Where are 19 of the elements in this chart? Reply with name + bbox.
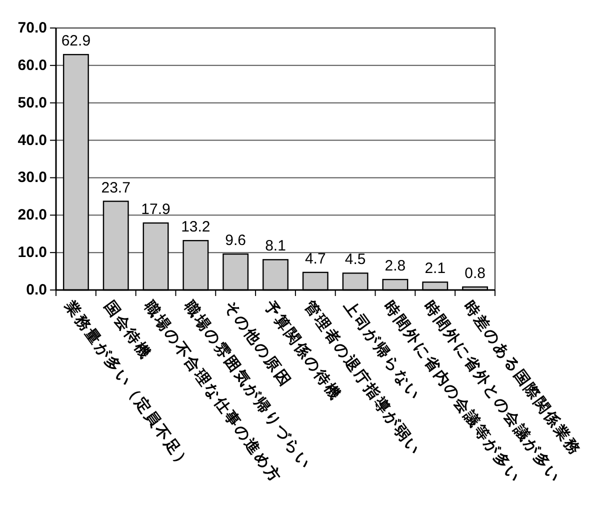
data-label: 0.8 bbox=[464, 265, 486, 282]
data-label: 23.7 bbox=[101, 179, 130, 196]
y-tick-label: 10.0 bbox=[18, 244, 47, 262]
y-tick-label: 40.0 bbox=[18, 132, 47, 149]
data-label: 2.8 bbox=[384, 258, 406, 275]
data-label: 17.9 bbox=[141, 201, 170, 218]
data-label: 13.2 bbox=[181, 218, 210, 236]
data-label: 4.5 bbox=[344, 251, 366, 268]
data-label: 2.1 bbox=[424, 260, 446, 278]
data-label: 62.9 bbox=[61, 32, 91, 50]
data-label: 4.7 bbox=[304, 250, 326, 268]
y-tick-label: 60.0 bbox=[18, 56, 47, 74]
y-tick-label: 30.0 bbox=[18, 169, 47, 186]
y-tick-label: 50.0 bbox=[18, 94, 47, 112]
y-tick-label: 0.0 bbox=[26, 282, 47, 298]
data-label: 8.1 bbox=[265, 238, 286, 255]
y-tick-label: 20.0 bbox=[18, 206, 47, 224]
y-tick-label: 70.0 bbox=[18, 20, 47, 36]
data-label: 9.6 bbox=[225, 232, 246, 250]
